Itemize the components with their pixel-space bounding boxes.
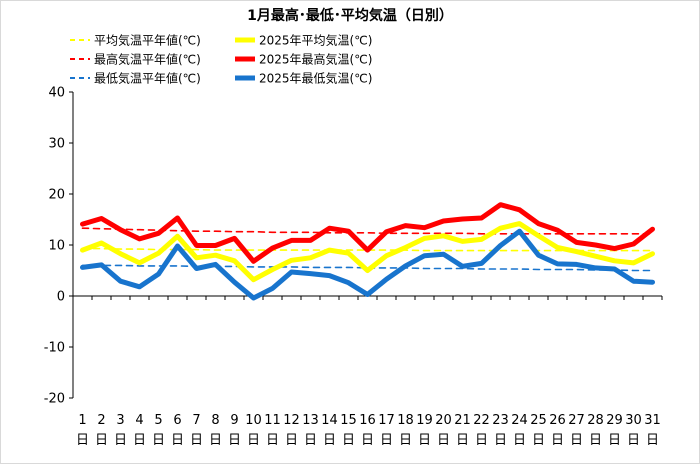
y-tick-label: 0 <box>57 290 65 305</box>
x-tick-label: 23 日 <box>492 413 509 448</box>
legend-label-4: 2025年最高気温(℃) <box>259 52 372 67</box>
series-line-4 <box>80 202 655 264</box>
y-tick-label: 30 <box>48 137 65 152</box>
y-tick-label: 40 <box>48 86 65 101</box>
x-tick-label: 29 日 <box>606 413 623 448</box>
x-tick-label: 31 日 <box>644 413 661 448</box>
x-tick-label: 26 日 <box>549 413 566 448</box>
legend-label-2: 最低気温平年値(℃) <box>94 71 201 86</box>
x-tick-label: 12 日 <box>283 413 300 448</box>
x-tick-label: 10 日 <box>245 413 262 448</box>
chart-title: 1月最高･最低･平均気温（日別） <box>247 7 453 24</box>
x-tick-label: 13 日 <box>302 413 319 448</box>
x-tick-label: 21 日 <box>454 413 471 448</box>
legend-label-5: 2025年最低気温(℃) <box>259 71 372 86</box>
series-line-3 <box>80 221 655 283</box>
legend-label-3: 2025年平均気温(℃) <box>259 33 372 48</box>
y-tick-label: 10 <box>48 239 65 254</box>
y-tick-label: -20 <box>44 392 65 407</box>
series-line-5 <box>80 228 655 301</box>
plot-area: 40 30 20 10 0 -10 -20 1 日2 日3 日4 日5 日6 日7 日8 日9 日10 日11 日… <box>44 86 663 448</box>
x-tick-label: 27 日 <box>568 413 585 448</box>
x-tick-label: 20 日 <box>435 413 452 448</box>
x-tick-label: 28 日 <box>587 413 604 448</box>
x-tick-label: 22 日 <box>473 413 490 448</box>
x-tick-label: 11 日 <box>264 413 281 448</box>
x-axis-ticks: 1 日2 日3 日4 日5 日6 日7 日8 日9 日10 日11 日12 日13 日14 日15 日16 日1… <box>72 296 663 448</box>
x-tick-label: 24 日 <box>511 413 528 448</box>
x-tick-label: 18 日 <box>397 413 414 448</box>
legend-label-0: 平均気温平年値(℃) <box>94 33 201 48</box>
x-tick-label: 14 日 <box>321 413 338 448</box>
x-tick-label: 30 日 <box>625 413 642 448</box>
x-tick-label: 16 日 <box>359 413 376 448</box>
x-tick-label: 25 日 <box>530 413 547 448</box>
y-axis-ticks: 40 30 20 10 0 -10 -20 <box>44 86 73 407</box>
y-tick-label: 20 <box>48 188 65 203</box>
x-tick-label: 15 日 <box>340 413 357 448</box>
legend: 平均気温平年値(℃) 最高気温平年値(℃) 最低気温平年値(℃) 2025年平均気温(… <box>70 33 372 86</box>
series-line-0 <box>81 247 654 252</box>
x-tick-label: 17 日 <box>378 413 395 448</box>
x-tick-label: 19 日 <box>416 413 433 448</box>
series-line-1 <box>81 227 654 235</box>
series-lines <box>80 202 655 301</box>
y-tick-label: -10 <box>44 341 65 356</box>
legend-label-1: 最高気温平年値(℃) <box>94 52 201 67</box>
series-line-2 <box>81 264 654 272</box>
